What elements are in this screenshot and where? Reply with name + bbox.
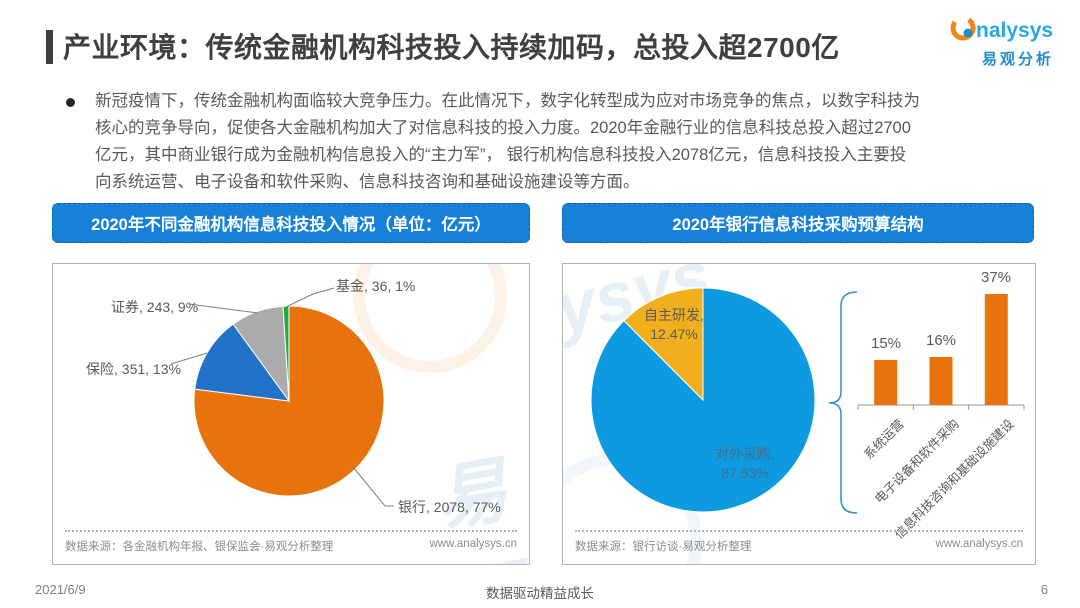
intro-line: 核心的竞争导向，促使各大金融机构加大了对信息科技的投入力度。2020年金融行业的… — [95, 119, 911, 137]
bar-系统运营 — [874, 360, 898, 405]
analysys-logo: nalysys 易观分析 — [948, 12, 1066, 70]
bar-电子设备和软件采购 — [929, 357, 953, 405]
logo-brand-text: nalysys — [976, 19, 1053, 42]
right-chart-panel: ysys 自主研发, 12.47% 对外采购, 87.53% 15% 16% 3… — [562, 263, 1036, 565]
right-chart-banner: 2020年银行信息科技采购预算结构 — [562, 203, 1034, 243]
logo-brand-cn: 易观分析 — [982, 51, 1055, 68]
intro-line: 亿元，其中商业银行成为金融机构信息投入的“主力军”， 银行机构信息科技投入207… — [95, 146, 907, 164]
budget-pie-bar-chart — [590, 287, 1025, 514]
footer-page-number: 6 — [1040, 582, 1048, 597]
left-source-label: 数据来源：各金融机构年报、银保监会·易观分析整理 — [65, 541, 334, 553]
logo-a-swoosh-icon — [950, 15, 976, 41]
intro-paragraph: 新冠疫情下，传统金融机构面临较大竞争压力。在此情况下，数字化转型成为应对市场竞争… — [95, 88, 1045, 196]
bullet-marker-icon — [66, 98, 75, 107]
left-chart-panel: 易观 基金, 36, 1% 证券, 243, 9% 保险, 351, 13% 银… — [52, 263, 530, 565]
panel-divider — [65, 530, 517, 532]
right-source-url[interactable]: www.analysys.cn — [935, 538, 1023, 550]
pie-label-securities: 证券, 243, 9% — [111, 299, 199, 315]
intro-line: 新冠疫情下，传统金融机构面临较大竞争压力。在此情况下，数字化转型成为应对市场竞争… — [95, 92, 920, 110]
pie-label-outsourced: 对外采购, 87.53% — [715, 446, 775, 481]
page-title: 产业环境：传统金融机构科技投入持续加码，总投入超2700亿 — [63, 32, 840, 63]
institution-pie-chart — [170, 287, 394, 507]
logo-a-dot-icon — [963, 28, 973, 38]
bar-信息科技咨询和基础设施建设 — [984, 294, 1008, 405]
bar-value-label: 15% — [870, 335, 902, 352]
pie-label-selfdev: 自主研发, 12.47% — [644, 307, 704, 342]
pie-label-insurance: 保险, 351, 13% — [86, 361, 181, 377]
panel-divider — [575, 530, 1023, 532]
logo-graphic: nalysys — [950, 15, 1053, 42]
curly-brace-icon — [828, 291, 858, 514]
leader-lines — [170, 287, 394, 507]
footer-slogan: 数据驱动精益成长 — [486, 586, 594, 601]
left-source-url[interactable]: www.analysys.cn — [429, 538, 517, 550]
left-chart-banner: 2020年不同金融机构信息科技投入情况（单位：亿元） — [52, 203, 530, 243]
right-source-label: 数据来源：银行访谈·易观分析整理 — [575, 541, 752, 553]
bar-axis — [857, 404, 1025, 410]
bar-value-label: 37% — [980, 269, 1012, 286]
bar-value-label: 16% — [925, 332, 957, 349]
intro-line: 向系统运营、电子设备和软件采购、信息科技咨询和基础设施建设等方面。 — [95, 173, 640, 191]
left-source-row: 数据来源：各金融机构年报、银保监会·易观分析整理 www.analysys.cn — [65, 538, 517, 554]
pie-label-fund: 基金, 36, 1% — [336, 278, 416, 294]
footer-date: 2021/6/9 — [35, 582, 86, 597]
right-source-row: 数据来源：银行访谈·易观分析整理 www.analysys.cn — [575, 538, 1023, 554]
pie-slice-自主研发 — [623, 287, 704, 402]
title-accent-bar — [46, 30, 53, 64]
pie-slice-保险 — [194, 323, 291, 402]
pie-label-bank: 银行, 2078, 77% — [398, 499, 501, 515]
